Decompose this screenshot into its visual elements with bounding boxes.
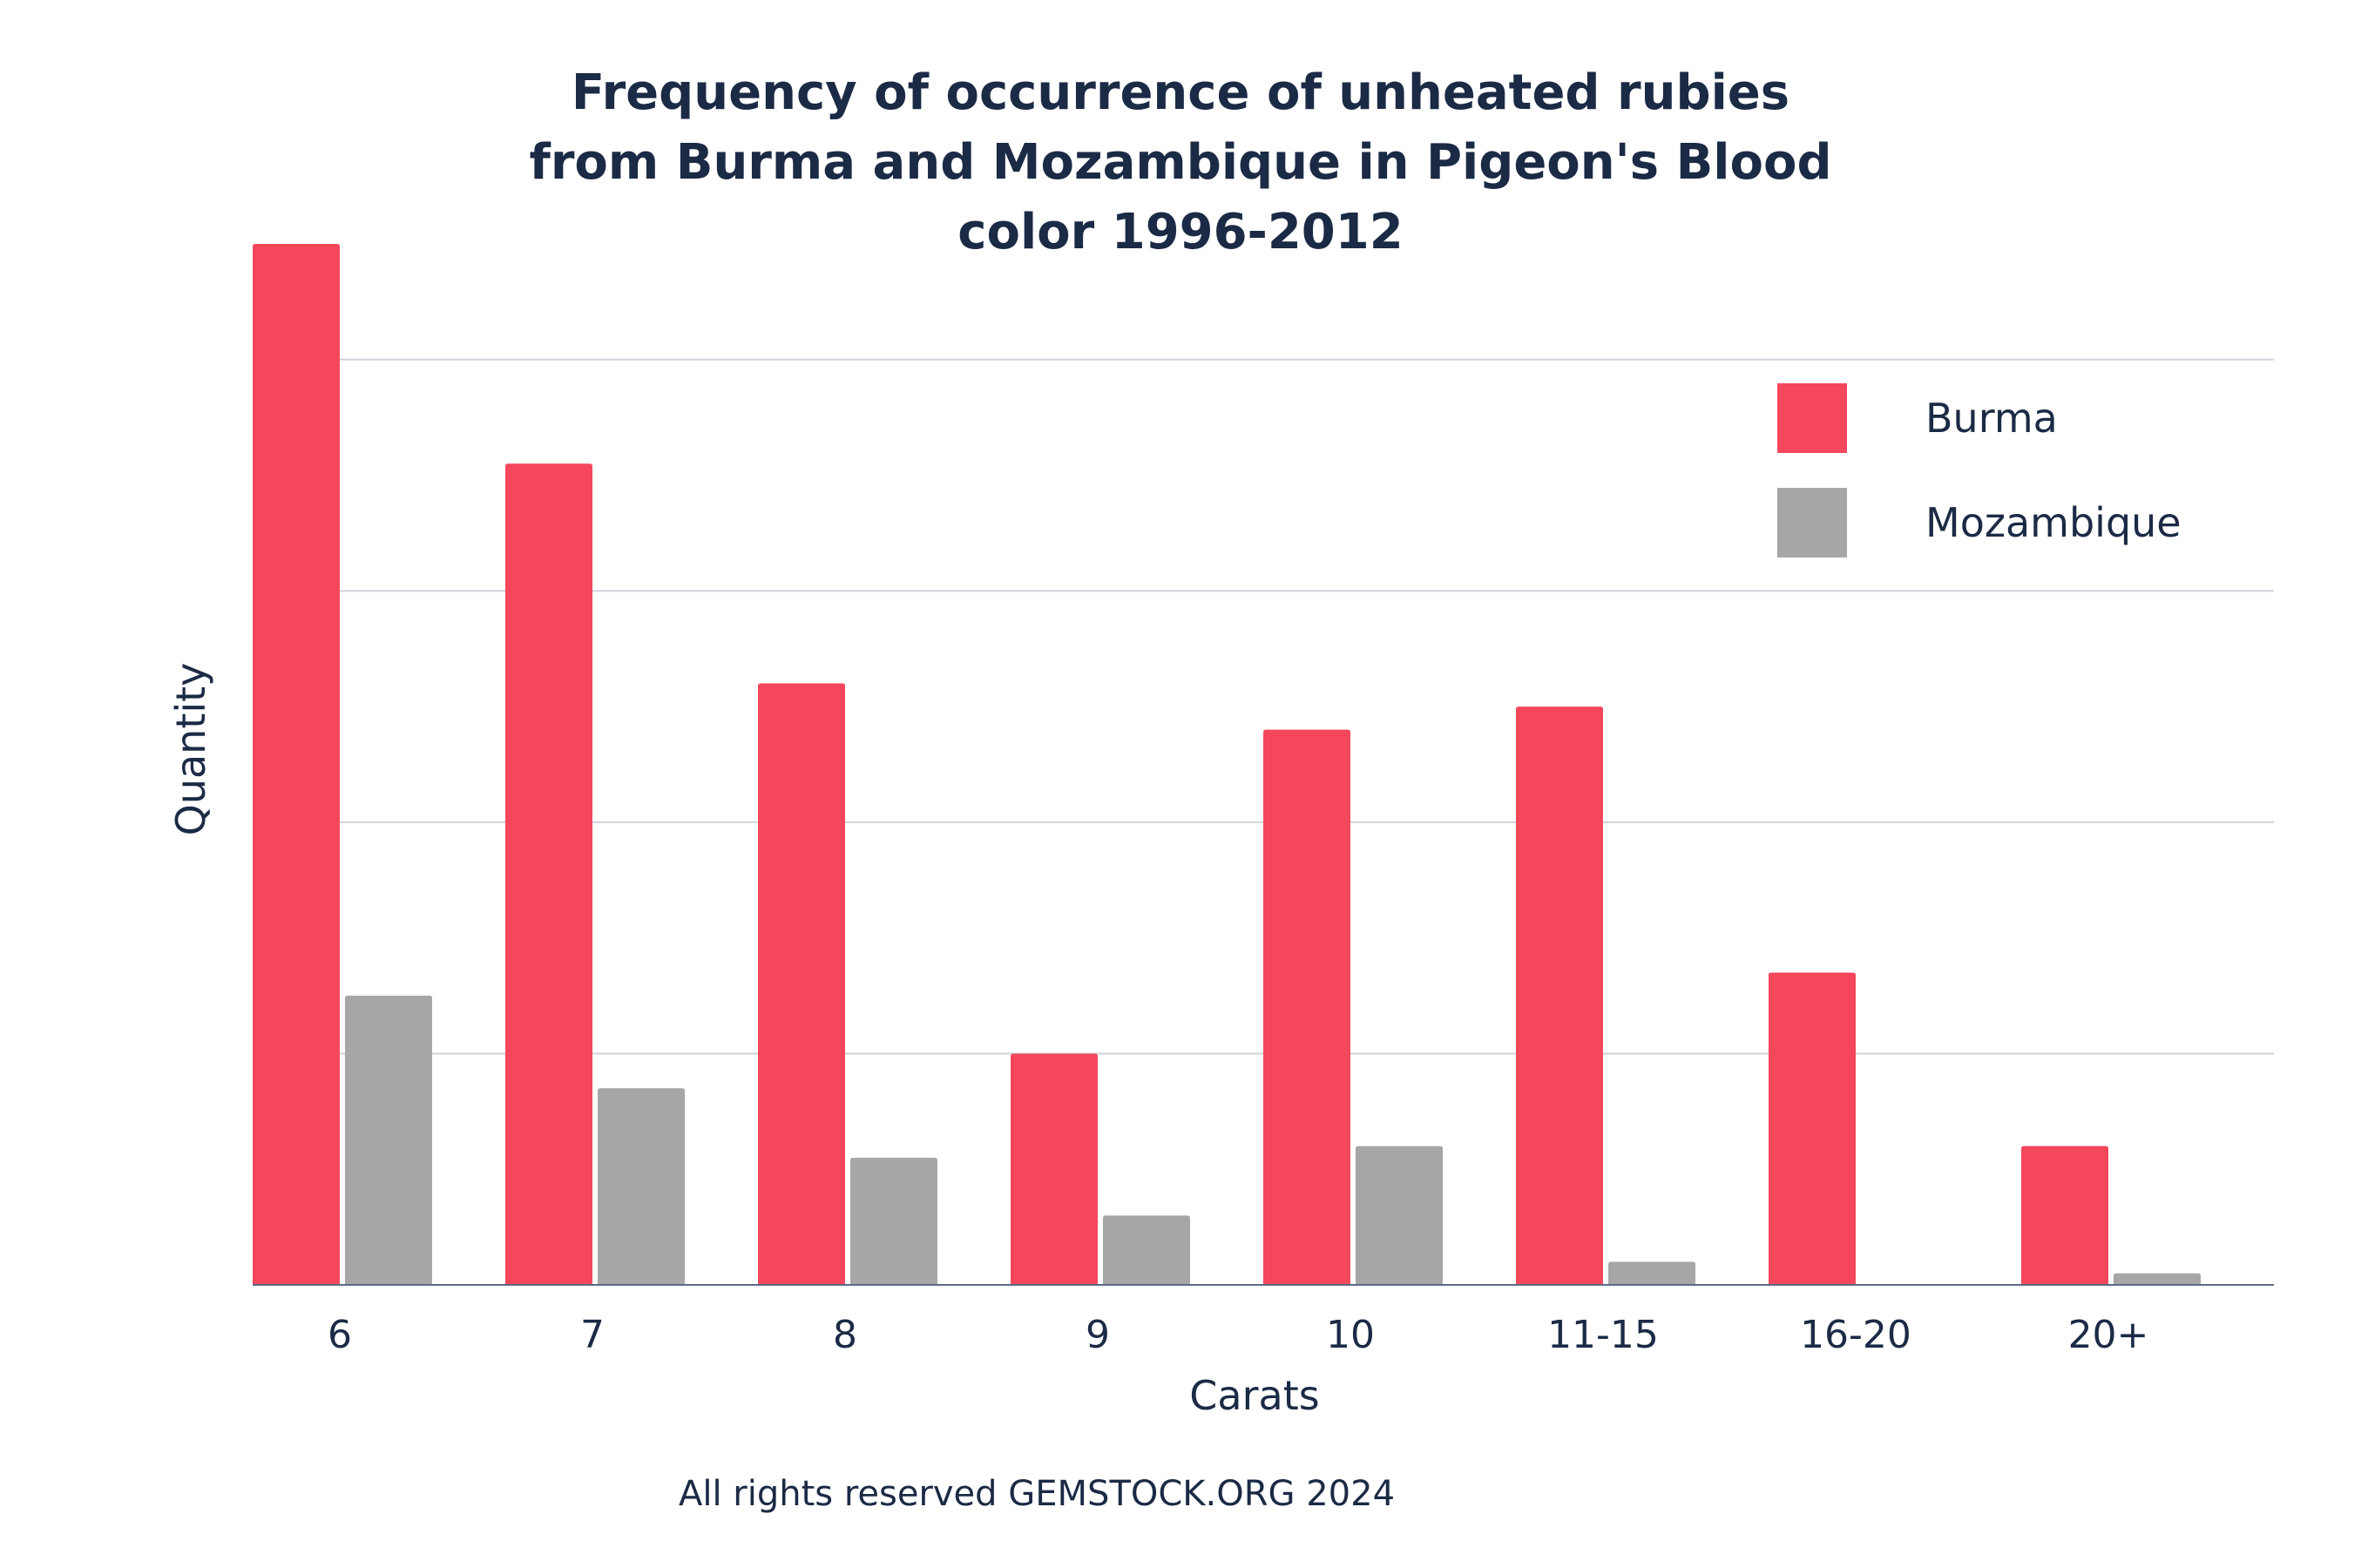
chart-title: Frequency of occurrence of unheated rubi… [529,64,1831,260]
x-tick-label-11-15: 11-15 [1547,1313,1659,1357]
bar-burma-11-15 [1516,706,1603,1285]
y-axis-label: Quantity [167,663,214,836]
bar-mozambique-11-15 [1608,1261,1695,1285]
bar-burma-20- [2021,1146,2108,1285]
bar-mozambique-6 [345,996,432,1285]
x-tick-label-8: 8 [833,1313,857,1357]
bars [253,244,2201,1285]
legend-label-burma: Burma [1925,395,2058,442]
bar-burma-6 [253,244,340,1285]
bar-mozambique-7 [598,1088,685,1285]
chart-title-line-3: color 1996-2012 [957,204,1403,260]
legend: Burma Mozambique [1777,383,2182,558]
x-tick-labels: 6 7 8 9 10 11-15 16-20 20+ [328,1313,2148,1357]
legend-label-mozambique: Mozambique [1925,499,2182,546]
bar-burma-7 [505,463,592,1285]
bar-mozambique-10 [1356,1146,1443,1285]
x-tick-label-7: 7 [580,1313,605,1357]
x-axis-label: Carats [1189,1372,1319,1419]
bar-mozambique-8 [850,1157,937,1285]
bar-burma-10 [1263,729,1350,1285]
bar-burma-8 [758,683,845,1285]
x-tick-label-10: 10 [1326,1313,1375,1357]
x-tick-label-16-20: 16-20 [1800,1313,1911,1357]
x-tick-label-6: 6 [328,1313,352,1357]
x-tick-label-9: 9 [1086,1313,1110,1357]
chart-title-line-1: Frequency of occurrence of unheated rubi… [572,64,1789,121]
legend-swatch-burma [1777,383,1847,453]
bar-burma-9 [1011,1053,1098,1285]
bar-mozambique-20- [2114,1273,2201,1285]
chart-title-line-2: from Burma and Mozambique in Pigeon's Bl… [529,134,1831,191]
bar-mozambique-9 [1103,1215,1190,1285]
footer-copyright: All rights reserved GEMSTOCK.ORG 2024 [679,1474,1395,1514]
bar-burma-16-20 [1769,972,1856,1285]
legend-swatch-mozambique [1777,488,1847,558]
x-tick-label-20-: 20+ [2068,1313,2149,1357]
